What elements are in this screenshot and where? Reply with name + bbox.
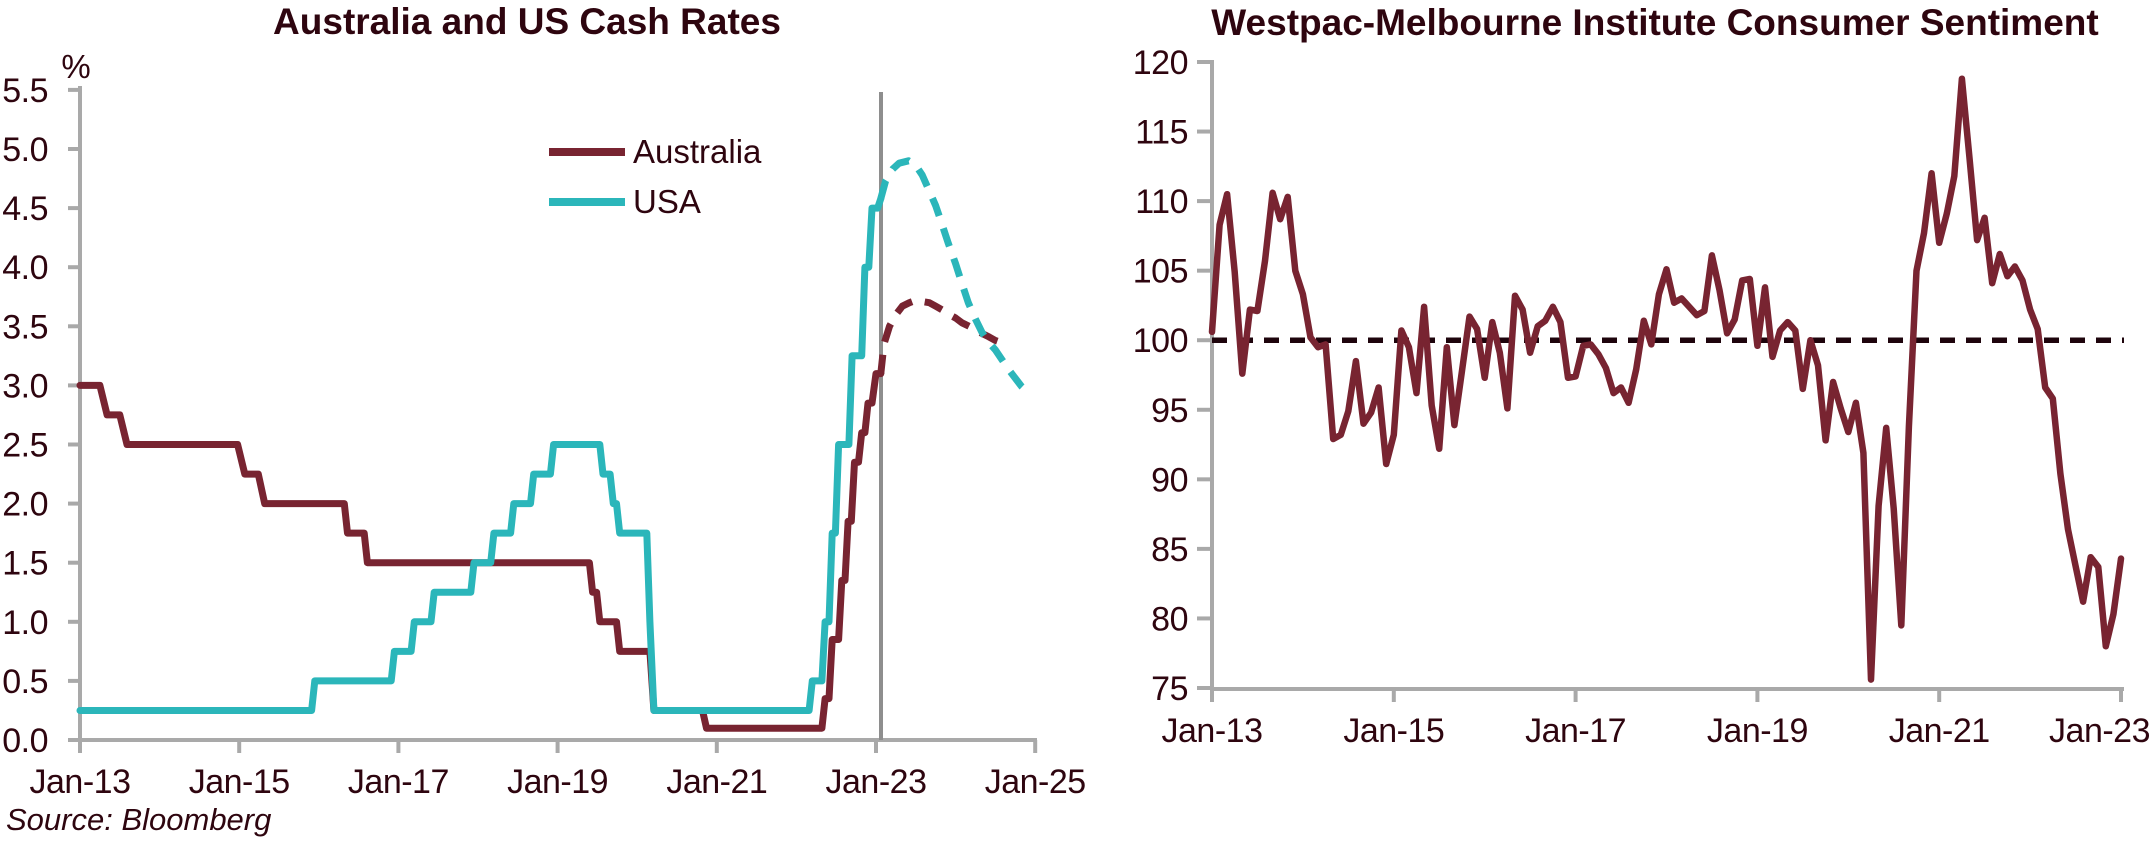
x-tick-label: Jan-19 [507, 763, 608, 801]
consumer-sentiment-line [1208, 75, 2125, 683]
y-tick-label: 0.5 [2, 663, 48, 701]
cash-rate-series-lines [76, 157, 1031, 732]
y-tick-label: 90 [1151, 461, 1188, 499]
y-tick-label: 0.0 [2, 722, 48, 760]
y-tick-label: 4.0 [2, 249, 48, 287]
series-usa [76, 195, 885, 714]
left-y-axis-unit-label: % [61, 48, 90, 85]
y-tick-label: 75 [1151, 670, 1188, 708]
x-tick-label: Jan-25 [985, 763, 1086, 801]
y-tick-label: 110 [1135, 183, 1188, 221]
x-tick-label: Jan-23 [2049, 712, 2150, 750]
x-tick-label: Jan-15 [1343, 712, 1444, 750]
left-chart-legend: Australia USA [549, 133, 762, 220]
x-tick-label: Jan-13 [1162, 712, 1263, 750]
left-y-axis-ticks: 5.5 5.0 4.5 4.0 3.5 3.0 2.5 2.0 1.5 1.0 0.5 0.0 [2, 72, 80, 760]
y-tick-label: 80 [1151, 600, 1188, 638]
y-tick-label: 5.5 [2, 72, 48, 110]
right-y-axis-ticks: 120 115 110 105 100 95 90 85 80 75 [1133, 44, 1212, 708]
left-chart-title: Australia and US Cash Rates [273, 1, 781, 42]
y-tick-label: 100 [1133, 322, 1188, 360]
x-tick-label: Jan-15 [189, 763, 290, 801]
left-x-axis-ticks: Jan-13 Jan-15 Jan-17 Jan-19 Jan-21 Jan-23 Jan-… [30, 740, 1086, 801]
sentiment-series-line [1208, 75, 2125, 683]
y-tick-label: 4.5 [2, 190, 48, 228]
y-tick-label: 1.0 [2, 604, 48, 642]
legend-label-usa: USA [633, 183, 701, 220]
y-tick-label: 1.5 [2, 545, 48, 583]
x-tick-label: Jan-21 [1889, 712, 1990, 750]
source-note: Source: Bloomberg [6, 802, 271, 837]
legend-label-australia: Australia [633, 133, 762, 170]
x-tick-label: Jan-13 [30, 763, 131, 801]
y-tick-label: 3.0 [2, 367, 48, 405]
right-x-axis-ticks: Jan-13 Jan-15 Jan-17 Jan-19 Jan-21 Jan-23 [1162, 689, 2151, 750]
right-chart-title: Westpac-Melbourne Institute Consumer Sen… [1211, 2, 2098, 43]
x-tick-label: Jan-21 [666, 763, 767, 801]
y-tick-label: 105 [1133, 253, 1188, 291]
y-tick-label: 120 [1133, 44, 1188, 82]
y-tick-label: 115 [1135, 114, 1188, 152]
x-tick-label: Jan-17 [348, 763, 449, 801]
series-usa-forecast [877, 157, 1031, 396]
y-tick-label: 85 [1151, 531, 1188, 569]
x-tick-label: Jan-23 [826, 763, 927, 801]
series-australia [76, 370, 885, 732]
y-tick-label: 5.0 [2, 131, 48, 169]
series-australia-forecast [877, 296, 1011, 374]
x-tick-label: Jan-19 [1707, 712, 1808, 750]
y-tick-label: 2.0 [2, 486, 48, 524]
y-tick-label: 3.5 [2, 308, 48, 346]
x-tick-label: Jan-17 [1525, 712, 1626, 750]
y-tick-label: 95 [1151, 392, 1188, 430]
y-tick-label: 2.5 [2, 427, 48, 465]
